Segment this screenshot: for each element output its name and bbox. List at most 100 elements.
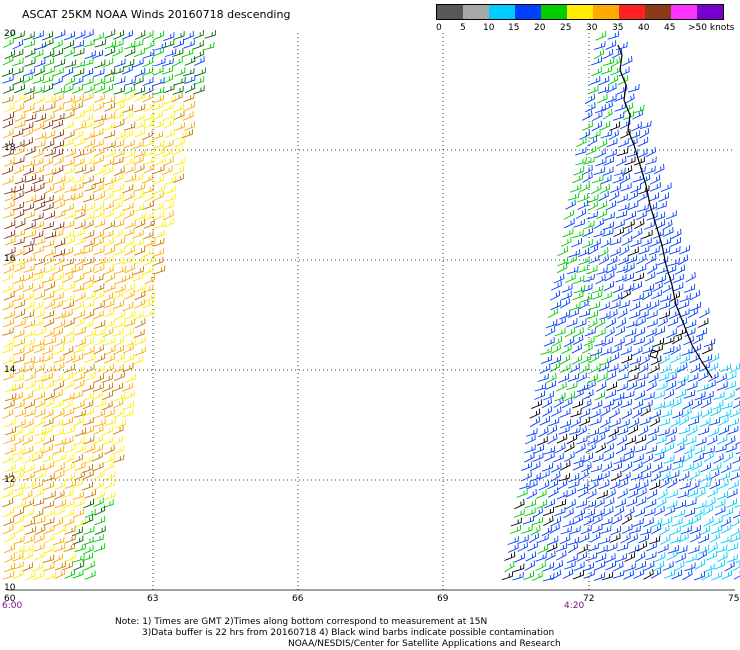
wind-barb [184,101,196,111]
wind-barb [23,103,35,113]
wind-barb [727,542,739,552]
wind-barb [572,399,584,409]
wind-barb [22,363,34,373]
wind-barb [33,516,46,525]
wind-barb [64,59,77,68]
lat-label-16: 16 [4,254,16,264]
wind-barb [121,256,134,265]
wind-barb [693,507,705,518]
wind-barb [682,569,693,581]
wind-barb [43,255,55,266]
wind-barb [63,192,76,202]
wind-barb [720,463,732,474]
wind-barb [134,298,145,309]
wind-barb [154,57,166,67]
wind-barb [64,353,76,364]
wind-barb [24,480,37,490]
wind-barb [578,299,589,310]
wind-barb [92,176,105,186]
wind-barb [560,525,572,535]
wind-barb [618,418,630,429]
wind-barb [133,128,145,138]
wind-barb [550,343,561,355]
wind-barb [720,534,732,544]
wind-barb [172,85,184,95]
wind-barb [94,83,106,94]
wind-barb [73,400,85,410]
wind-barb [113,319,126,328]
wind-barb [705,497,716,508]
wind-barb [675,379,686,390]
wind-barb [152,66,164,76]
wind-barb [64,525,76,535]
wind-barb [92,443,104,454]
wind-barb [92,155,104,165]
wind-barb [94,353,106,363]
wind-barb [605,40,617,50]
wind-barb [44,281,56,292]
wind-barb [595,442,606,454]
wind-barb [645,551,657,561]
wind-barb [63,472,76,482]
wind-barb [659,534,671,545]
wind-barb [590,56,603,66]
wind-barb [122,301,134,312]
wind-barb [54,319,66,330]
wind-barb [654,274,666,285]
wind-barb [112,382,124,392]
wind-barb [144,292,155,303]
lat-label-20: 20 [4,29,16,39]
wind-barb [606,138,618,148]
wind-barb [104,479,116,490]
wind-barb [719,409,731,419]
wind-barb [172,103,184,113]
wind-barb [701,344,713,355]
wind-barb [13,329,25,339]
wind-barb [72,353,84,363]
wind-barb [93,219,106,228]
wind-barb [3,480,15,491]
wind-barb [22,418,34,429]
wind-barb [84,443,96,454]
wind-barb [651,523,662,535]
wind-barb [71,478,83,489]
wind-barb [163,39,175,49]
wind-barb [23,534,35,544]
wind-barb [559,408,571,418]
wind-barb [42,31,53,41]
wind-barb [32,230,44,240]
wind-barb [588,254,600,264]
wind-barb [624,506,635,518]
wind-barb [543,337,555,347]
wind-barb [32,104,45,114]
wind-barb [575,156,587,166]
wind-barb [606,381,618,392]
wind-barb [62,489,74,498]
wind-barb [658,372,670,382]
wind-barb [13,30,25,40]
wind-barb [679,293,691,303]
wind-barb [629,356,641,366]
wind-barb [614,326,626,337]
wind-barb [3,209,15,219]
wind-barb [675,552,686,563]
wind-barb [1,344,13,354]
wind-barb [104,491,116,501]
wind-barb [618,202,630,212]
wind-barb [716,373,727,384]
wind-barb [585,552,598,562]
wind-barb [152,248,165,257]
wind-barb [42,409,54,419]
wind-barb [13,262,25,273]
wind-barb [662,345,675,355]
wind-barb [590,416,602,426]
wind-barb [630,471,643,481]
wind-barb [652,229,664,239]
wind-barb [74,256,86,266]
wind-barb [537,533,549,543]
wind-barb [104,46,116,57]
wind-barb [142,200,154,210]
wind-barb [686,381,698,391]
wind-barb [645,445,657,455]
wind-barb [665,210,677,220]
